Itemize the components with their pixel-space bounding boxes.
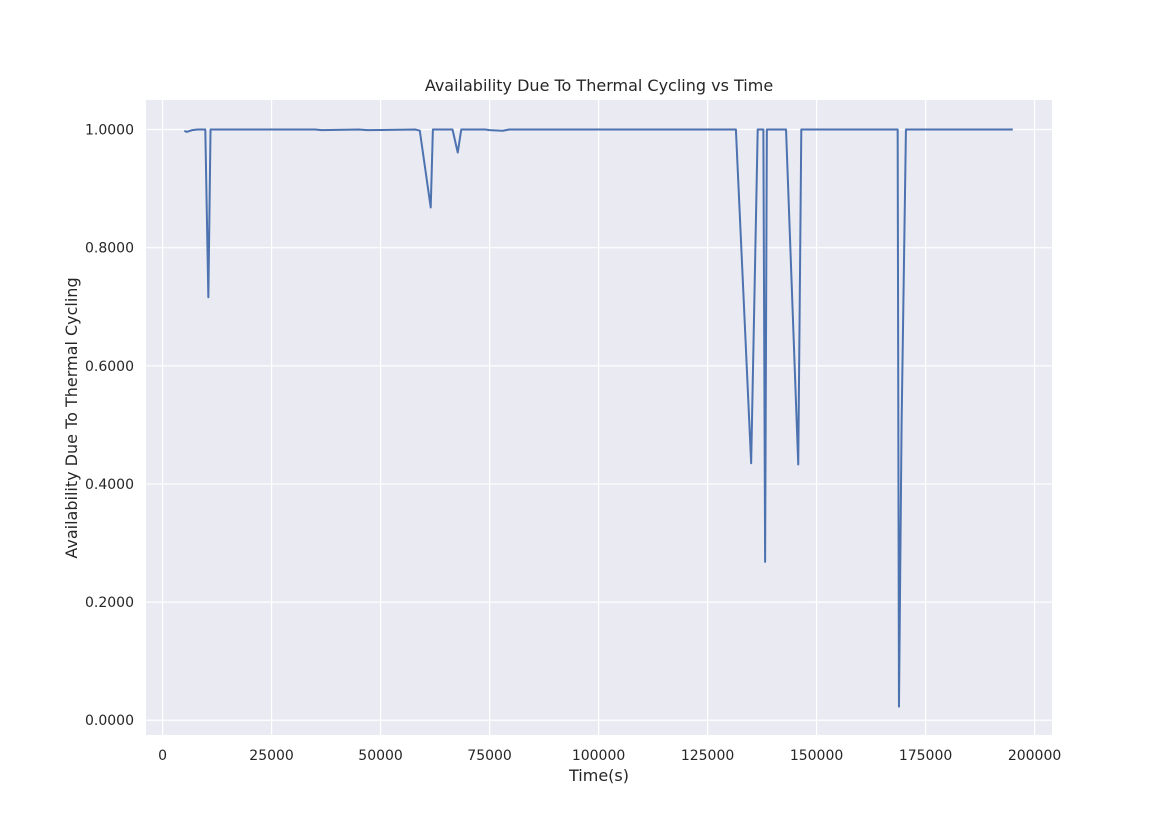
x-axis-ticks: 0 25000 50000 75000 100000 125000 150000 175000… [158,748,1061,764]
y-tick-label: 0.2000 [85,595,134,611]
x-tick-label: 25000 [249,748,294,764]
x-tick-label: 50000 [358,748,403,764]
y-axis-label: Availability Due To Thermal Cycling [62,277,81,558]
x-tick-label: 75000 [467,748,512,764]
y-tick-label: 0.6000 [85,359,134,375]
x-tick-label: 125000 [681,748,734,764]
series-layer [183,128,1013,708]
x-axis-label: Time(s) [568,766,629,785]
y-tick-label: 0.4000 [85,477,134,493]
series-line [183,128,1013,708]
y-tick-label: 0.8000 [85,241,134,257]
x-tick-label: 0 [158,748,167,764]
y-axis-ticks: 0.0000 0.2000 0.4000 0.6000 0.8000 1.0000 [85,123,134,730]
y-tick-label: 0.0000 [85,713,134,729]
x-tick-label: 100000 [572,748,625,764]
y-tick-label: 1.0000 [85,123,134,139]
x-tick-label: 150000 [790,748,843,764]
x-tick-label: 175000 [899,748,952,764]
x-tick-label: 200000 [1008,748,1061,764]
chart-title: Availability Due To Thermal Cycling vs T… [425,76,773,95]
